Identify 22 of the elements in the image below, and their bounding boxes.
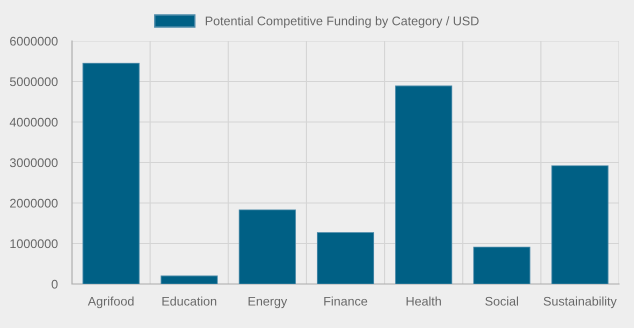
y-tick-label: 0 bbox=[52, 280, 58, 289]
legend-label: Potential Competitive Funding by Category / USD bbox=[206, 16, 479, 28]
bar bbox=[473, 246, 530, 284]
x-tick-label: Agrifood bbox=[88, 296, 134, 308]
x-tick-label: Social bbox=[485, 296, 518, 306]
bar bbox=[238, 209, 296, 284]
x-tick-label: Sustainability bbox=[544, 296, 617, 308]
y-tick-label: 1000000 bbox=[10, 239, 58, 248]
bar bbox=[395, 86, 452, 284]
y-tick-label: 4000000 bbox=[10, 118, 58, 127]
bar bbox=[316, 232, 374, 284]
y-tick-label: 3000000 bbox=[10, 158, 58, 168]
bar bbox=[160, 275, 218, 284]
x-tick-label: Education bbox=[162, 296, 216, 306]
x-tick-label: Finance bbox=[324, 296, 368, 306]
bar bbox=[82, 62, 140, 284]
bar bbox=[551, 165, 608, 284]
y-tick-label: 2000000 bbox=[10, 198, 58, 208]
x-tick-label: Energy bbox=[248, 296, 288, 308]
y-tick-label: 6000000 bbox=[10, 36, 58, 46]
y-tick-label: 5000000 bbox=[10, 77, 58, 86]
x-tick-label: Health bbox=[406, 296, 441, 306]
